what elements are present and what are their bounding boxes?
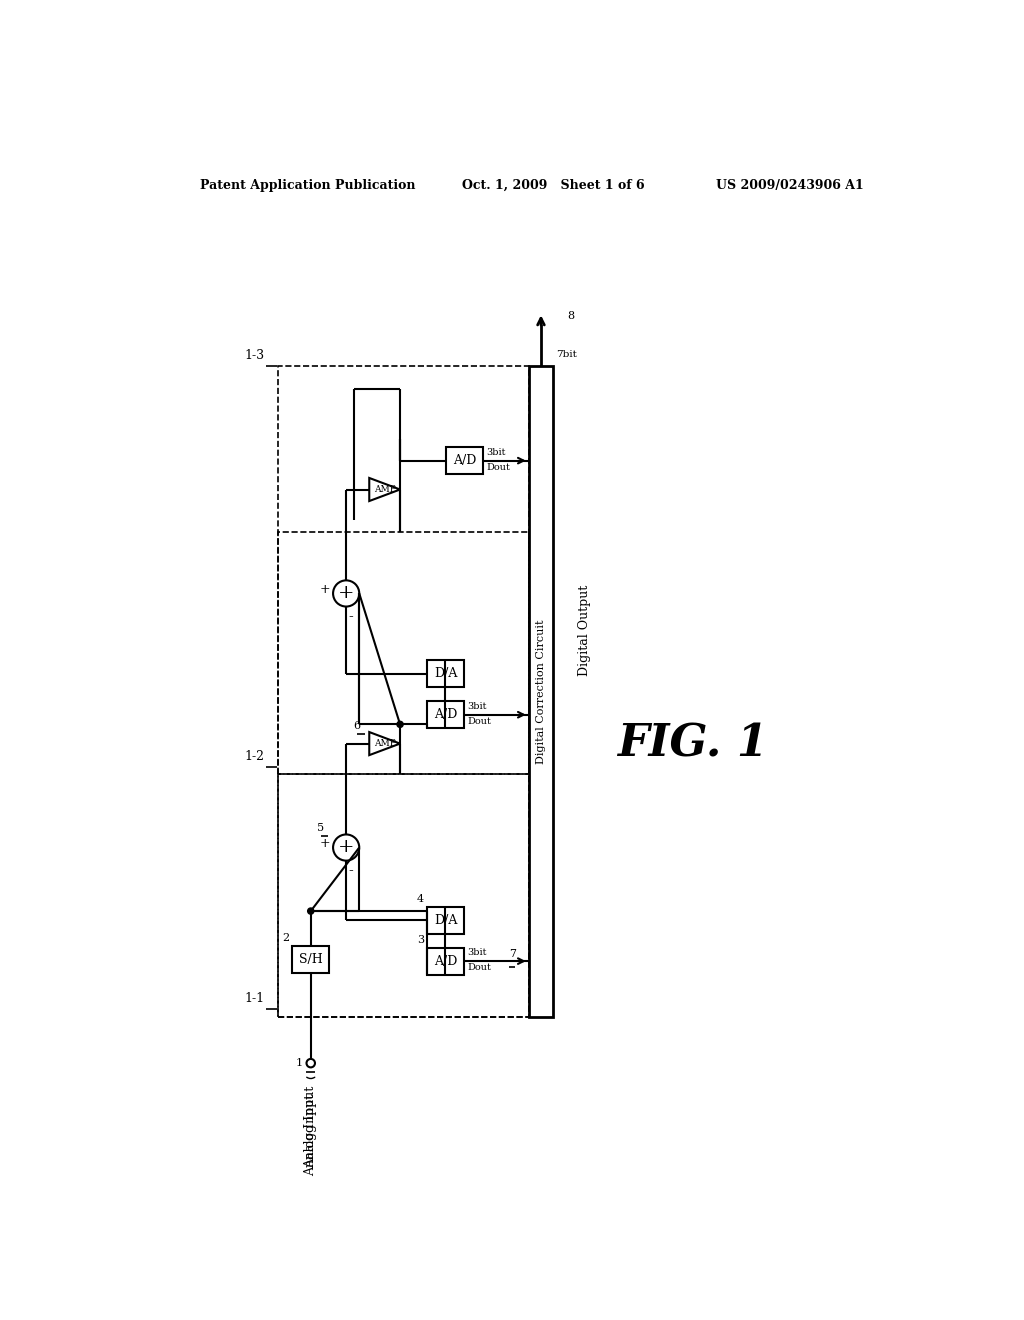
Text: S/H: S/H	[299, 953, 323, 966]
Text: +: +	[338, 583, 354, 602]
Circle shape	[306, 1059, 315, 1068]
FancyBboxPatch shape	[427, 660, 464, 688]
Text: 7: 7	[509, 949, 516, 958]
Text: 3bit: 3bit	[467, 702, 486, 711]
Text: 7bit: 7bit	[556, 350, 578, 359]
Circle shape	[397, 721, 403, 727]
Polygon shape	[370, 733, 400, 755]
Circle shape	[333, 581, 359, 607]
Text: Analog Input: Analog Input	[304, 1086, 317, 1168]
FancyBboxPatch shape	[528, 367, 553, 1016]
Text: AMP: AMP	[374, 484, 395, 494]
Text: 5: 5	[316, 822, 324, 833]
Text: AMP: AMP	[374, 739, 395, 748]
Text: Oct. 1, 2009   Sheet 1 of 6: Oct. 1, 2009 Sheet 1 of 6	[462, 180, 644, 193]
Text: 1-1: 1-1	[245, 993, 264, 1006]
Polygon shape	[370, 478, 400, 502]
Text: Analog Input: Analog Input	[304, 1094, 317, 1176]
Text: +: +	[319, 583, 330, 597]
Text: 3: 3	[417, 935, 424, 945]
Text: 8: 8	[567, 312, 574, 321]
Text: D/A: D/A	[434, 913, 457, 927]
Circle shape	[333, 834, 359, 861]
Text: Digital Output: Digital Output	[578, 585, 591, 676]
Text: 3bit: 3bit	[467, 948, 486, 957]
Text: 1-3: 1-3	[245, 350, 264, 363]
Text: Digital Correction Circuit: Digital Correction Circuit	[536, 619, 546, 764]
Text: Patent Application Publication: Patent Application Publication	[200, 180, 416, 193]
Text: D/A: D/A	[434, 668, 457, 680]
Text: Dout: Dout	[486, 463, 510, 473]
Text: FIG. 1: FIG. 1	[617, 722, 768, 766]
Text: -: -	[348, 865, 353, 879]
Circle shape	[307, 908, 313, 915]
Text: 6: 6	[353, 721, 360, 730]
Text: 3bit: 3bit	[486, 447, 506, 457]
Text: A/D: A/D	[434, 954, 457, 968]
Text: -: -	[348, 610, 353, 624]
Text: 1-2: 1-2	[245, 750, 264, 763]
Text: Dout: Dout	[467, 964, 490, 973]
Text: +: +	[338, 838, 354, 855]
FancyBboxPatch shape	[427, 907, 464, 933]
Text: A/D: A/D	[434, 709, 457, 721]
Text: A/D: A/D	[453, 454, 476, 467]
Text: 4: 4	[417, 894, 424, 904]
Text: +: +	[319, 837, 330, 850]
Text: 2: 2	[282, 933, 289, 942]
FancyBboxPatch shape	[292, 945, 330, 973]
FancyBboxPatch shape	[446, 447, 483, 474]
FancyBboxPatch shape	[427, 701, 464, 729]
FancyBboxPatch shape	[427, 948, 464, 974]
Text: Dout: Dout	[467, 717, 490, 726]
Text: 1: 1	[296, 1059, 303, 1068]
Text: US 2009/0243906 A1: US 2009/0243906 A1	[716, 180, 863, 193]
